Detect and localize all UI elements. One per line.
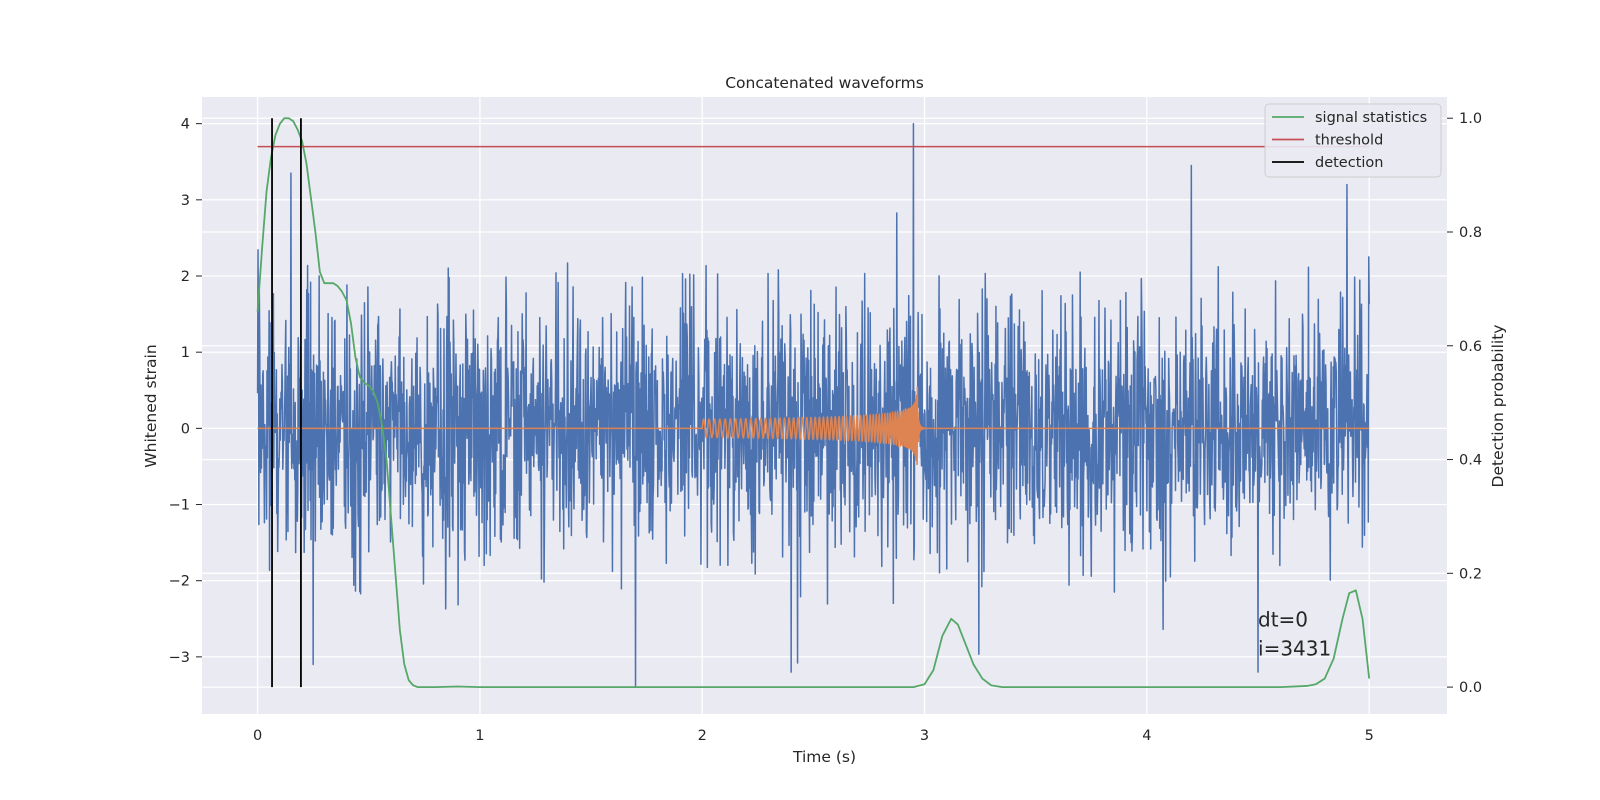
x-axis-ticks: 0 1 2 3 4 5 xyxy=(253,728,1374,744)
legend-frame xyxy=(1264,103,1442,178)
y-axis-ticks: −3 −2 −1 0 1 2 3 4 xyxy=(169,117,202,666)
chart-title: Concatenated waveforms xyxy=(725,74,924,92)
legend-label: detection xyxy=(1315,155,1383,171)
x-tick-label: 1 xyxy=(475,728,484,744)
legend: signal statistics threshold detection xyxy=(1264,103,1442,178)
y-axis-label: Whitened strain xyxy=(142,344,160,467)
y2-tick-label: 0.2 xyxy=(1459,566,1482,582)
x-axis-label: Time (s) xyxy=(792,748,856,766)
legend-label: signal statistics xyxy=(1315,110,1427,126)
chirp-line xyxy=(257,386,1370,465)
y2-tick-label: 0.4 xyxy=(1459,453,1482,469)
noise-line xyxy=(256,122,1370,689)
series-detection xyxy=(271,118,302,688)
signal-statistics-line xyxy=(256,117,1371,688)
y-tick-label: −2 xyxy=(169,574,190,590)
y-tick-label: −1 xyxy=(169,498,190,514)
y-tick-label: 1 xyxy=(181,345,190,361)
annotation: dt=0 xyxy=(1258,607,1308,631)
legend-label: threshold xyxy=(1315,133,1383,149)
x-tick-label: 3 xyxy=(920,728,929,744)
x-tick-label: 5 xyxy=(1365,728,1374,744)
y2-tick-label: 0.6 xyxy=(1459,339,1482,355)
x-tick-label: 0 xyxy=(253,728,262,744)
y2-tick-label: 1.0 xyxy=(1459,111,1482,127)
annotation: i=3431 xyxy=(1258,636,1331,660)
y-tick-label: −3 xyxy=(169,650,190,666)
y2-axis-ticks: 0.0 0.2 0.4 0.6 0.8 1.0 xyxy=(1447,111,1482,696)
y2-tick-label: 0.8 xyxy=(1459,225,1482,241)
y-tick-label: 4 xyxy=(181,117,190,133)
series-chirp xyxy=(257,386,1370,465)
y-tick-label: 3 xyxy=(181,193,190,209)
annotations: dt=0 i=3431 xyxy=(1258,607,1331,660)
x-tick-label: 2 xyxy=(698,728,707,744)
series-signal-statistics xyxy=(256,117,1371,688)
y-tick-label: 0 xyxy=(181,421,190,437)
y-tick-label: 2 xyxy=(181,269,190,285)
y2-axis-label: Detection probability xyxy=(1489,325,1507,488)
y2-tick-label: 0.0 xyxy=(1459,680,1482,696)
series-noise xyxy=(256,122,1370,689)
x-tick-label: 4 xyxy=(1142,728,1151,744)
